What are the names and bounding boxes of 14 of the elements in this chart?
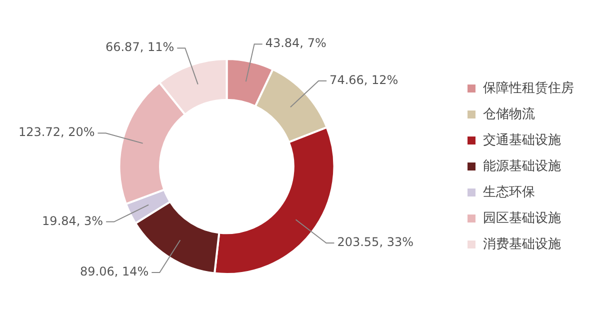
data-label: 74.66, 12% (330, 73, 398, 88)
data-label: 66.87, 11% (105, 40, 174, 54)
legend-label: 生态环保 (483, 184, 535, 200)
data-label: 203.55, 33% (337, 235, 414, 250)
data-label: 43.84, 7% (265, 36, 326, 50)
legend-label: 仓储物流 (483, 106, 535, 122)
data-label: 89.06, 14% (80, 264, 149, 279)
data-label: 123.72, 20% (18, 125, 95, 140)
legend-label: 消费基础设施 (483, 236, 561, 252)
legend-label: 园区基础设施 (483, 210, 561, 226)
data-label: 19.84, 3% (42, 214, 104, 228)
legend-label: 能源基础设施 (483, 158, 561, 174)
legend-label: 交通基础设施 (483, 132, 561, 148)
legend-label: 保障性租赁住房 (483, 80, 574, 96)
